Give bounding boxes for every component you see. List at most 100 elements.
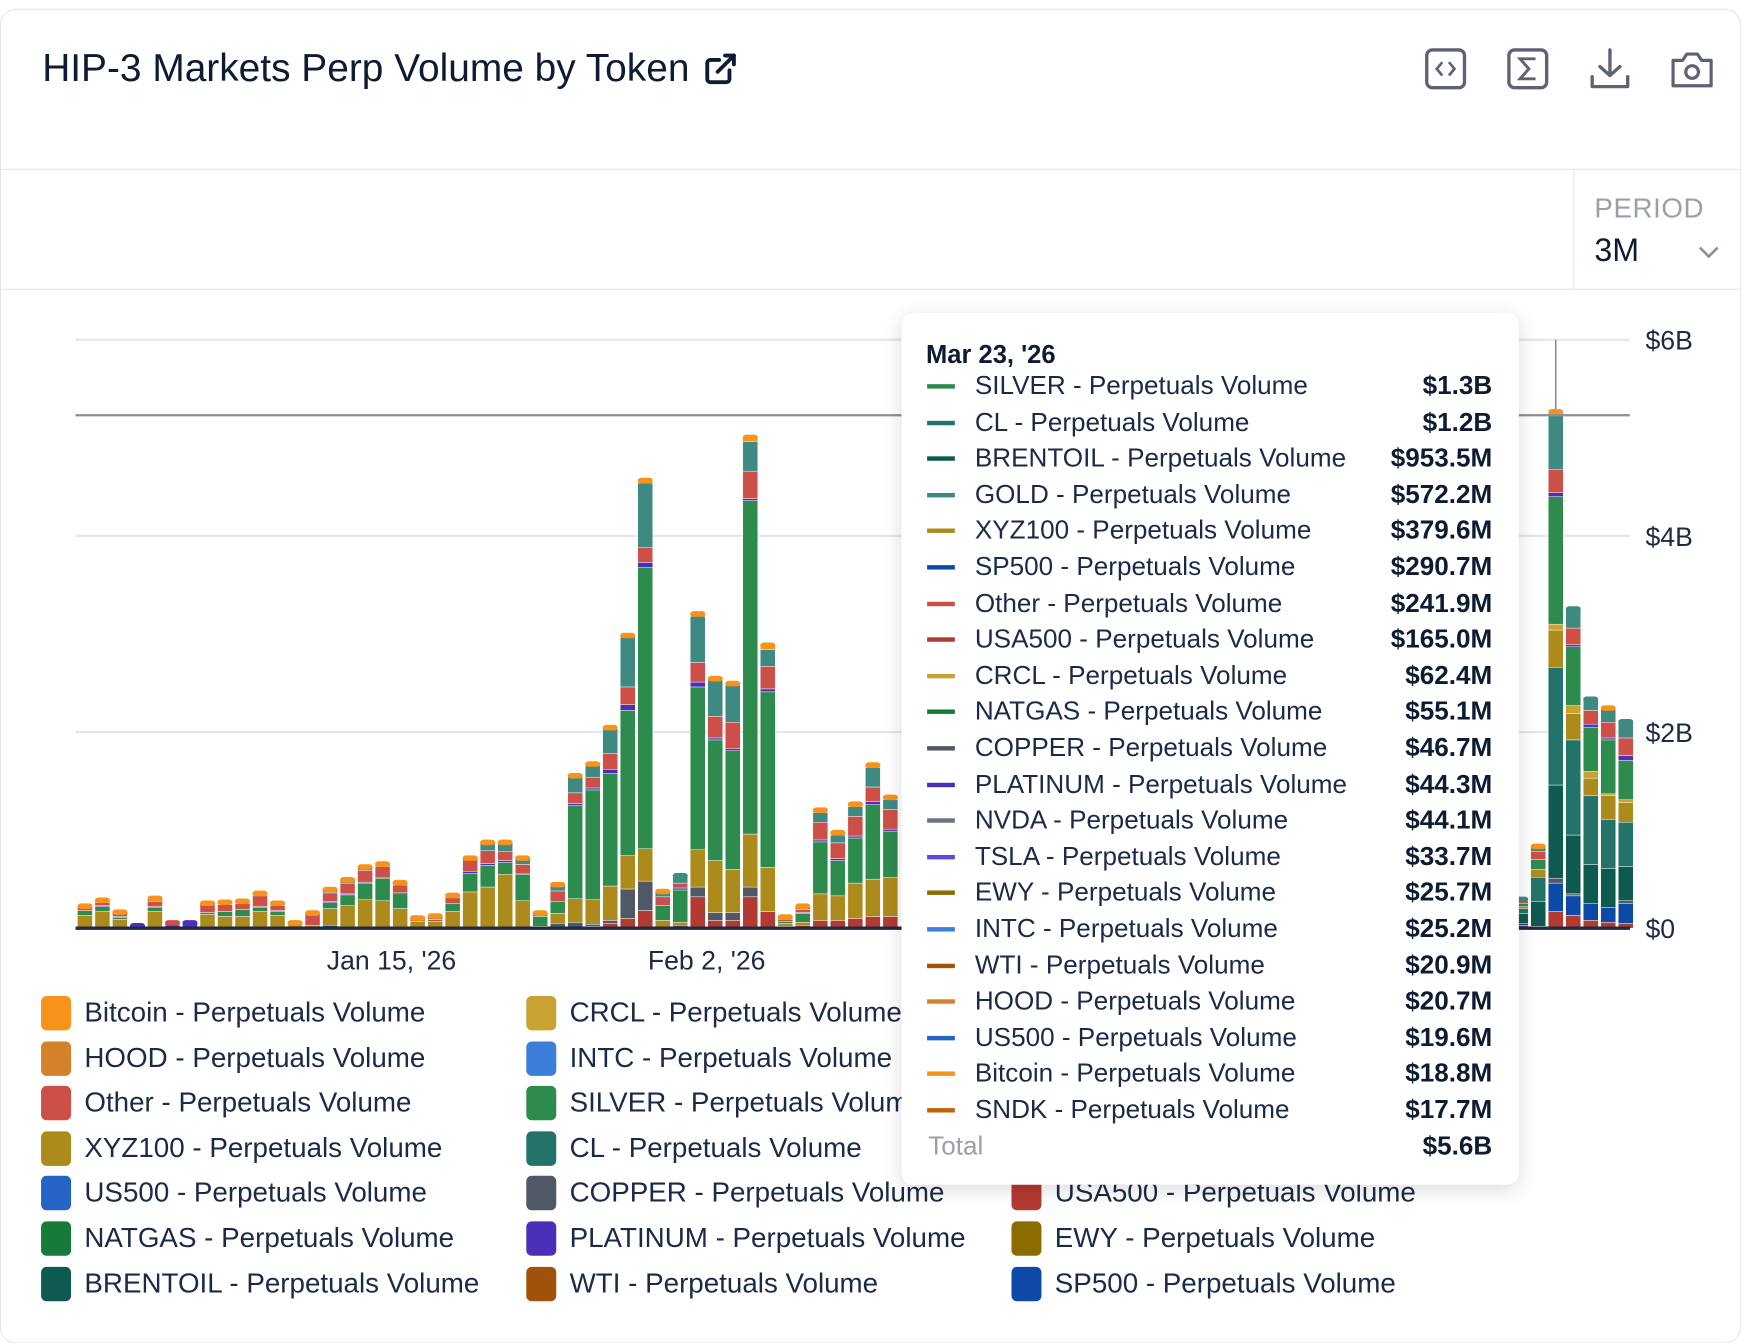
series-color-marker (927, 746, 955, 751)
bar-segment (760, 867, 776, 912)
period-value: 3M (1594, 233, 1640, 269)
bar-cap (112, 909, 128, 915)
legend-item[interactable]: COPPER - Perpetuals Volume (526, 1176, 944, 1211)
bar-segment (322, 902, 338, 909)
bar-segment (707, 737, 723, 741)
external-link-icon[interactable] (703, 51, 739, 87)
tooltip-total-value: $5.6B (1422, 1130, 1493, 1160)
bar-segment (269, 905, 286, 911)
tooltip: Mar 23, '26 SILVER - Perpetuals Volume $1… (901, 313, 1519, 1185)
bar-segment (514, 864, 531, 874)
tooltip-series-label: COPPER - Perpetuals Volume (974, 732, 1328, 762)
bar-cap (182, 920, 198, 926)
bar-segment (690, 686, 706, 850)
bar-segment (620, 636, 636, 688)
legend-item[interactable]: XYZ100 - Perpetuals Volume (41, 1131, 442, 1166)
legend-item[interactable]: PLATINUM - Perpetuals Volume (526, 1221, 966, 1256)
legend-item[interactable]: INTC - Perpetuals Volume (526, 1041, 892, 1076)
legend-item[interactable]: SP500 - Perpetuals Volume (1011, 1266, 1396, 1301)
bar-segment (1600, 739, 1616, 795)
tooltip-row: BRENTOIL - Perpetuals Volume $953.5M (926, 441, 1492, 477)
bar-segment (1565, 644, 1581, 647)
bar-segment (620, 686, 636, 705)
legend-item[interactable]: WTI - Perpetuals Volume (526, 1266, 878, 1301)
series-color-marker (927, 1108, 955, 1113)
legend-label: Other - Perpetuals Volume (84, 1087, 412, 1119)
bar-segment (1530, 876, 1546, 902)
bar-cap (847, 801, 863, 807)
bar-segment (602, 885, 618, 921)
bar-cap (462, 855, 478, 861)
legend-item[interactable]: US500 - Perpetuals Volume (41, 1176, 427, 1211)
bar-segment (427, 919, 443, 922)
tooltip-row: PLATINUM - Perpetuals Volume $44.3M (926, 767, 1492, 803)
legend-item[interactable]: Other - Perpetuals Volume (41, 1086, 412, 1121)
tooltip-series-value: $62.4M (1405, 660, 1493, 690)
legend-item[interactable]: BRENTOIL - Perpetuals Volume (41, 1266, 479, 1301)
legend-item[interactable]: NATGAS - Perpetuals Volume (41, 1221, 454, 1256)
bar-segment (1600, 907, 1616, 923)
bar-segment (637, 567, 653, 849)
bar-segment (479, 863, 496, 866)
tooltip-series-value: $44.1M (1405, 805, 1493, 835)
series-color-marker (927, 1071, 955, 1077)
bar-segment (725, 869, 741, 913)
bar-segment (830, 834, 846, 844)
bar-segment (462, 873, 478, 893)
bar-segment (1548, 882, 1564, 912)
legend-item[interactable]: CL - Perpetuals Volume (526, 1131, 862, 1166)
download-button[interactable] (1588, 47, 1632, 91)
bar-segment (830, 860, 846, 897)
series-color-marker (927, 492, 955, 498)
bar-segment (707, 716, 723, 739)
bar-cap (357, 864, 373, 870)
bar-segment (444, 911, 461, 929)
period-select[interactable]: PERIOD 3M (1573, 168, 1741, 289)
legend-item[interactable]: EWY - Perpetuals Volume (1011, 1221, 1375, 1256)
download-icon (1590, 48, 1630, 89)
bar-cap (340, 876, 356, 883)
bar-segment (497, 851, 513, 861)
bar-cap (164, 920, 180, 926)
tooltip-total-label: Total (928, 1130, 984, 1160)
legend-item[interactable]: CRCL - Perpetuals Volume (526, 995, 902, 1031)
bar-cap (550, 881, 566, 888)
bar-cap (252, 890, 268, 897)
bar-segment (1583, 795, 1599, 865)
bar-cap (1548, 409, 1564, 415)
camera-icon (1671, 52, 1713, 88)
tooltip-series-value: $55.1M (1405, 696, 1493, 726)
bar-segment (1530, 901, 1546, 927)
bar-segment (707, 860, 723, 913)
series-color-marker (927, 999, 955, 1004)
formula-button[interactable] (1506, 47, 1550, 91)
legend-item[interactable]: Bitcoin - Perpetuals Volume (41, 995, 425, 1031)
tooltip-series-label: Bitcoin - Perpetuals Volume (974, 1058, 1296, 1088)
series-color-marker (927, 637, 955, 642)
embed-button[interactable] (1423, 47, 1467, 91)
bar-segment (1600, 819, 1616, 869)
y-tick-label: $0 (1645, 914, 1675, 944)
bar-segment (865, 767, 881, 788)
legend-item[interactable]: SILVER - Perpetuals Volume (526, 1086, 924, 1121)
legend-item[interactable]: HOOD - Perpetuals Volume (41, 1041, 425, 1076)
bar-segment (1618, 802, 1634, 823)
bar-segment (637, 880, 653, 911)
bar-segment (690, 662, 706, 683)
bar-cap (235, 898, 251, 905)
bar-cap (585, 761, 601, 767)
bar-segment (549, 901, 566, 914)
screenshot-button[interactable] (1670, 47, 1714, 91)
bar-cap (637, 477, 653, 484)
bar-cap (410, 915, 426, 921)
bar-segment (1565, 895, 1581, 916)
bar-segment (339, 894, 356, 906)
bar-segment (199, 914, 216, 929)
chart-title[interactable]: HIP-3 Markets Perp Volume by Token (42, 47, 738, 91)
bar-segment (584, 789, 601, 900)
bar-cap (655, 888, 671, 895)
bar-segment (742, 896, 759, 929)
toolbar (1423, 47, 1714, 91)
tooltip-row: Bitcoin - Perpetuals Volume $18.8M (926, 1056, 1492, 1092)
bar-segment (847, 806, 864, 817)
